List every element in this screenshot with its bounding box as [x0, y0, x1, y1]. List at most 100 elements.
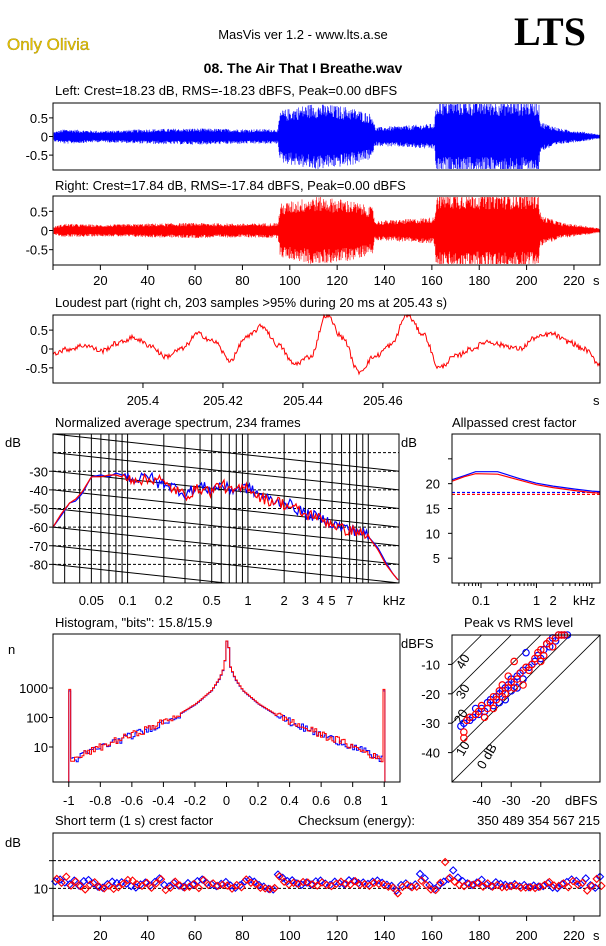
- short-crest-point-right: [279, 877, 289, 886]
- right-wave-ytick-label: -0.5: [26, 243, 48, 258]
- crest-line-label: 0 dB: [474, 741, 500, 772]
- short-crest-point-right: [322, 880, 332, 890]
- spectrum-xtick-label: 1: [244, 593, 251, 608]
- peak-rms-point-right: [536, 645, 545, 654]
- right-wave-ytick-label: 0.5: [30, 204, 48, 219]
- loudest-part-waveform: [52, 313, 601, 376]
- short-crest-point-right: [379, 880, 388, 889]
- short-crest-xtick-label: 160: [421, 928, 443, 943]
- right-wave-xtick-label: 100: [279, 273, 301, 288]
- short-crest-point-right: [559, 879, 568, 888]
- crest-reference-line: [452, 635, 483, 665]
- histogram-xtick-label: 1: [381, 793, 388, 808]
- allpassed-ytick-label: 15: [426, 502, 440, 517]
- histogram-xtick-label: 0: [223, 793, 230, 808]
- short-crest-point-right: [530, 883, 540, 893]
- short-crest-point-right: [393, 889, 403, 898]
- short-crest-point-right: [312, 881, 322, 890]
- spectrum-slope-line: [53, 563, 231, 583]
- spectrum-xtick-label: 0.05: [79, 593, 104, 608]
- app-title: MasVis ver 1.2 - www.lts.a.se: [218, 27, 388, 42]
- right-wave-xtick-label: 40: [140, 273, 154, 288]
- file-name: 08. The Air That I Breathe.wav: [204, 60, 403, 76]
- left-wave-ytick-label: 0.5: [30, 111, 48, 126]
- peak-rms-point-right: [480, 713, 489, 722]
- peak-rms-point-right: [536, 657, 545, 666]
- right-wave-xtick-label: 220: [563, 273, 585, 288]
- allpassed-ylabel: dB: [401, 435, 417, 450]
- peak-rms-point-right: [477, 701, 486, 710]
- allpassed-ytick-label: 10: [426, 526, 440, 541]
- short-crest-xtick-label: 40: [140, 928, 154, 943]
- short-crest-point-right: [128, 876, 137, 885]
- left-wave-ytick-label: -0.5: [26, 148, 48, 163]
- spectrum-slope-line: [53, 434, 399, 472]
- peak-rms-point-right: [504, 672, 513, 680]
- short-crest-point-right: [450, 877, 459, 886]
- spectrum-title: Normalized average spectrum, 234 frames: [55, 415, 301, 430]
- short-crest-point-right: [57, 878, 66, 888]
- short-crest-point-right: [246, 878, 256, 888]
- crest-reference-line: [452, 635, 600, 782]
- allpassed-right-line: [451, 473, 601, 494]
- short-crest-point-right: [175, 881, 185, 890]
- short-crest-point-right: [199, 875, 208, 885]
- spectrum-xtick-label: 0.1: [119, 593, 137, 608]
- short-crest-point-right: [104, 881, 114, 890]
- short-crest-point-right: [270, 883, 279, 893]
- allpassed-xtick-label: 0.1: [472, 593, 490, 608]
- allpassed-xunit: kHz: [573, 593, 595, 608]
- allpassed-ytick-label: 5: [433, 551, 440, 566]
- short-crest-point-right: [227, 884, 237, 893]
- peak-rms-point-right: [486, 698, 495, 707]
- histogram-right-line: [53, 640, 400, 783]
- short-crest-point-right: [455, 880, 464, 890]
- short-crest-point-right: [568, 876, 578, 886]
- right-wave-waveform: [53, 197, 600, 264]
- loudest-xunit: s: [593, 393, 600, 408]
- short-crest-point-right: [137, 881, 147, 891]
- spectrum-ytick-label: -60: [29, 520, 48, 535]
- short-crest-point-left: [306, 880, 316, 889]
- short-crest-point-right: [478, 882, 488, 891]
- short-crest-point-left: [415, 869, 425, 879]
- peak-rms-point-right: [501, 689, 510, 698]
- spectrum-slope-line: [53, 452, 399, 491]
- peak-rms-point-left: [522, 648, 530, 657]
- short-crest-point-right: [578, 878, 587, 888]
- short-crest-point-left: [553, 883, 562, 893]
- crest-line-label: 30: [453, 681, 473, 701]
- short-crest-point-right: [384, 882, 393, 891]
- right-wave-xtick-label: 120: [326, 273, 348, 288]
- short-crest-title: Short term (1 s) crest factor: [55, 813, 214, 828]
- histogram-xtick-label: -0.8: [89, 793, 111, 808]
- short-crest-point-right: [464, 879, 474, 889]
- short-crest-point-right: [308, 880, 317, 889]
- short-crest-plot-frame: [52, 832, 601, 917]
- histogram-ytick-label: 10: [34, 740, 48, 755]
- peak-rms-point-right: [492, 695, 501, 704]
- spectrum-ytick-label: -50: [29, 502, 48, 517]
- short-crest-point-right: [412, 882, 421, 891]
- right-wave-xtick-label: 200: [516, 273, 538, 288]
- short-crest-point-right: [118, 879, 128, 889]
- peak-rms-point-right: [548, 642, 557, 651]
- spectrum-xtick-label: 0.2: [155, 593, 173, 608]
- short-crest-xtick-label: 180: [468, 928, 490, 943]
- loudest-part-xtick-label: 205.44: [283, 393, 323, 408]
- short-crest-ytick-label: 10: [34, 881, 48, 896]
- allpassed-xtick-label: 2: [550, 593, 557, 608]
- short-crest-point-left: [434, 881, 444, 890]
- short-crest-point-right: [336, 877, 346, 886]
- peak-rms-title: Peak vs RMS level: [464, 615, 573, 630]
- spectrum-xtick-label: 7: [346, 593, 353, 608]
- loudest-part-ytick-label: 0.5: [30, 323, 48, 338]
- peak-rms-xlabel: dBFS: [565, 793, 598, 808]
- short-crest-point-right: [52, 874, 62, 884]
- spectrum-xtick-label: 4: [317, 593, 324, 608]
- histogram-xtick-label: -0.6: [121, 793, 143, 808]
- short-crest-point-right: [170, 877, 180, 886]
- short-crest-point-right: [71, 877, 81, 886]
- short-crest-point-right: [241, 875, 251, 884]
